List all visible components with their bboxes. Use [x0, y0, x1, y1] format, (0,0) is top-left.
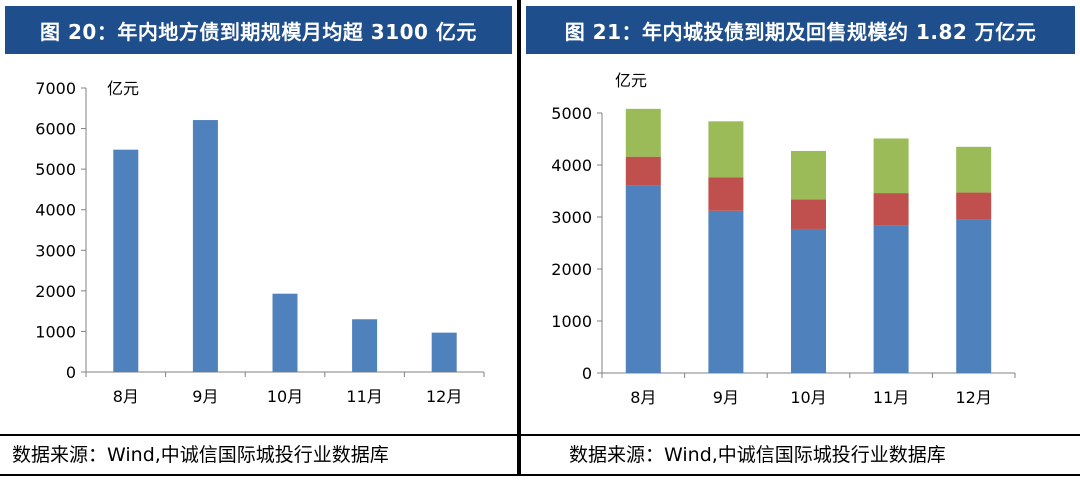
x-tick-label: 10月 — [790, 388, 826, 407]
bar — [431, 332, 457, 372]
y-tick-label: 4000 — [35, 201, 76, 220]
bar-segment-series-1 — [625, 185, 661, 373]
y-axis-unit-label: 亿元 — [615, 71, 647, 90]
y-tick-label: 5000 — [35, 160, 76, 179]
x-tick-label: 12月 — [426, 387, 462, 406]
bar-segment-series-2 — [791, 199, 826, 229]
bar — [352, 319, 378, 372]
bar-segment-series-3 — [625, 108, 661, 157]
y-tick-label: 0 — [582, 364, 592, 383]
bar-segment-series-3 — [791, 150, 826, 200]
y-tick-label: 6000 — [35, 120, 76, 139]
bar-segment-series-3 — [956, 146, 992, 193]
source-divider-top — [0, 434, 1080, 436]
source-note: 数据来源：Wind,中诚信国际城投行业数据库 — [569, 444, 946, 466]
x-tick-label: 12月 — [956, 388, 992, 407]
bar-segment-series-2 — [956, 192, 992, 220]
chart-title: 图 20：年内地方债到期规模月均超 3100 亿元 — [5, 6, 512, 54]
y-tick-label: 1000 — [35, 322, 76, 341]
bar — [272, 293, 298, 372]
bar-segment-series-1 — [708, 210, 744, 373]
bar-segment-series-1 — [791, 228, 826, 373]
bar-chart-local-debt: 0 1000 2000 3000 4000 5000 6000 7000 亿元 8月 9月 10月 11… — [35, 79, 485, 406]
bar-segment-series-3 — [873, 138, 909, 194]
y-tick-label: 2000 — [551, 260, 592, 279]
x-tick-label: 9月 — [713, 388, 739, 407]
y-tick-label: 5000 — [551, 104, 592, 123]
x-tick-label: 8月 — [113, 387, 139, 406]
bar-segment-series-1 — [873, 225, 909, 373]
y-tick-label: 3000 — [35, 241, 76, 260]
x-tick-label: 10月 — [267, 387, 303, 406]
stacked-bar-chart-urban-investment: 0 1000 2000 3000 4000 5000 亿元 8月 9月 10月 11月 12月 — [551, 71, 1016, 407]
y-tick-label: 7000 — [35, 79, 76, 98]
bar — [192, 120, 218, 373]
y-tick-label: 2000 — [35, 282, 76, 301]
bar-segment-series-1 — [956, 219, 992, 373]
y-tick-label: 1000 — [551, 312, 592, 331]
y-tick-label: 3000 — [551, 208, 592, 227]
left-panel: 图 20：年内地方债到期规模月均超 3100 亿元 0 1000 2000 3000 4… — [0, 0, 517, 483]
source-divider-bottom — [0, 474, 1080, 476]
bar — [113, 149, 139, 372]
bar-segment-series-3 — [708, 121, 744, 178]
y-axis-unit-label: 亿元 — [107, 79, 139, 98]
x-tick-label: 11月 — [346, 387, 382, 406]
right-panel: 图 21：年内城投债到期及回售规模约 1.82 万亿元 0 1000 2000 300… — [521, 0, 1080, 483]
bar-segment-series-2 — [625, 156, 661, 186]
x-tick-label: 9月 — [192, 387, 218, 406]
bar-segment-series-2 — [873, 193, 909, 226]
y-tick-label: 0 — [66, 363, 76, 382]
panel-divider — [517, 0, 521, 476]
x-tick-label: 11月 — [873, 388, 909, 407]
source-note: 数据来源：Wind,中诚信国际城投行业数据库 — [12, 444, 389, 466]
y-tick-label: 4000 — [551, 156, 592, 175]
x-tick-label: 8月 — [630, 388, 656, 407]
chart-title: 图 21：年内城投债到期及回售规模约 1.82 万亿元 — [526, 6, 1075, 54]
bar-segment-series-2 — [708, 177, 744, 211]
